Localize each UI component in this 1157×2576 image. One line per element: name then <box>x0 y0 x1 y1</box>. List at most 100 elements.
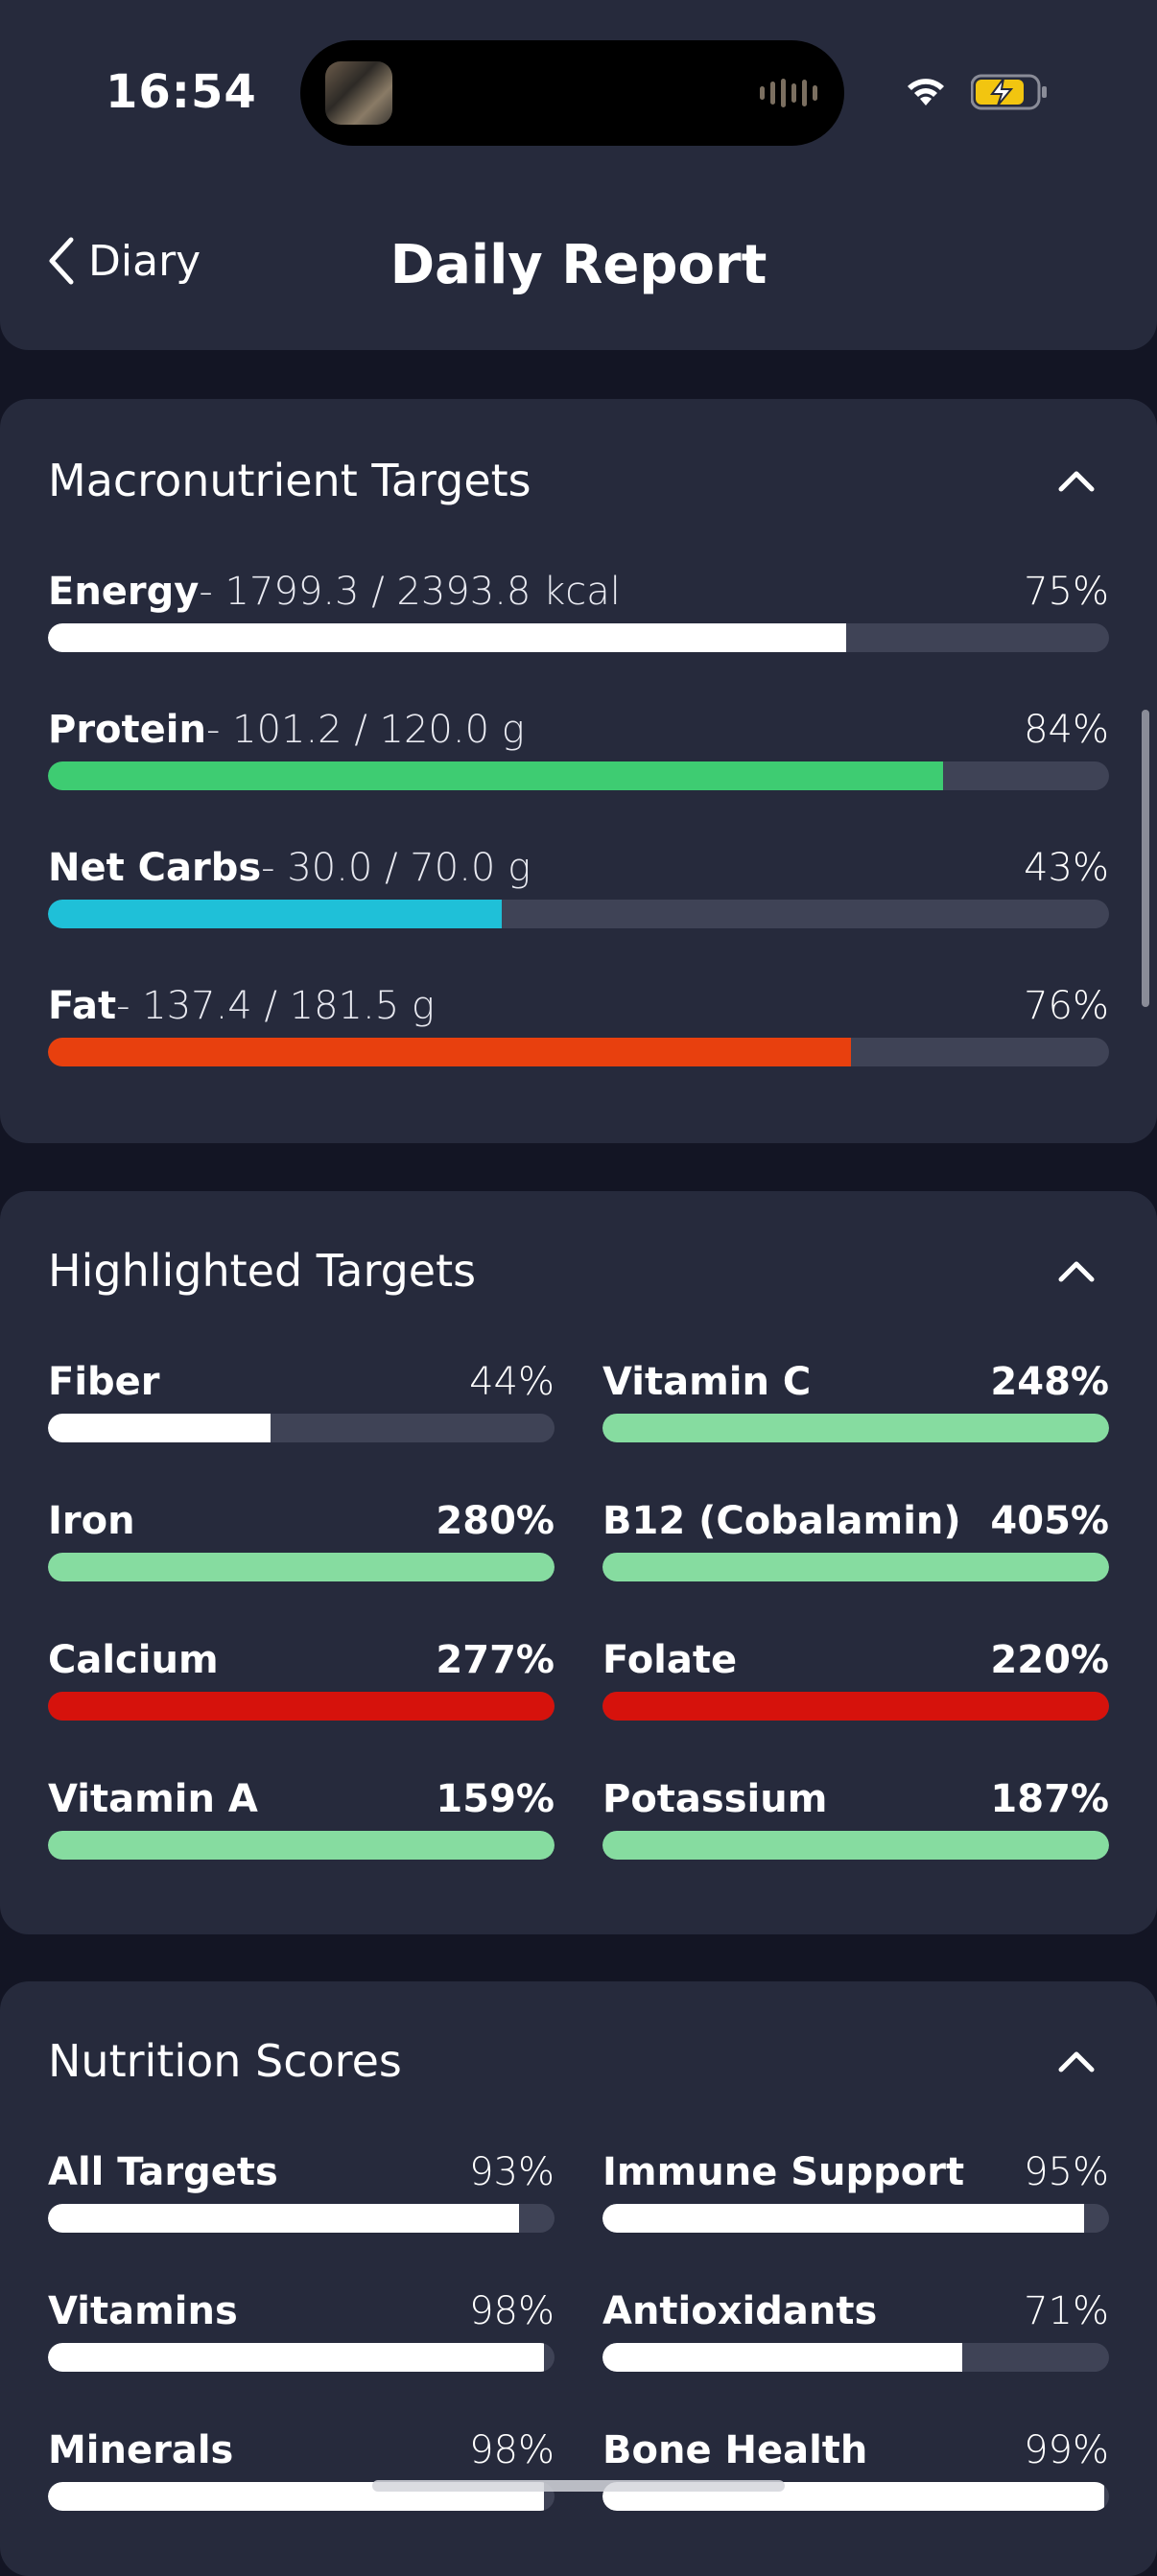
macro-row[interactable]: Net Carbs- 30.0 / 70.0 g 43% <box>48 846 1109 932</box>
highlighted-progress-fill <box>602 1553 1109 1581</box>
scores-percent: 98% <box>469 2289 555 2333</box>
highlighted-item[interactable]: Folate 220% <box>602 1638 1109 1724</box>
back-button[interactable]: Diary <box>46 236 201 286</box>
media-thumbnail <box>325 61 392 125</box>
highlighted-name: Vitamin C <box>602 1360 812 1404</box>
battery-charging-icon <box>971 74 1047 110</box>
scores-name: All Targets <box>48 2150 278 2194</box>
scores-item[interactable]: Immune Support 95% <box>602 2150 1109 2236</box>
highlighted-progress-fill <box>48 1553 555 1581</box>
macro-name: Protein <box>48 708 206 752</box>
highlighted-progress-fill <box>48 1414 272 1442</box>
macro-progress-fill <box>48 623 846 652</box>
chevron-up-icon[interactable] <box>1055 2047 1098 2075</box>
highlighted-name: Calcium <box>48 1638 219 1682</box>
macro-percent: 84% <box>1024 708 1109 752</box>
macro-amount: - 1799.3 / 2393.8 kcal <box>199 570 621 614</box>
scores-name: Bone Health <box>602 2428 868 2472</box>
scores-item[interactable]: Minerals 98% <box>48 2428 555 2515</box>
scores-progress-bar <box>602 2343 1109 2372</box>
highlighted-progress-fill <box>48 1692 555 1721</box>
highlighted-progress-bar <box>602 1553 1109 1581</box>
macro-percent: 43% <box>1024 846 1109 890</box>
highlighted-percent: 277% <box>436 1638 555 1682</box>
macro-percent: 76% <box>1024 984 1109 1028</box>
home-indicator[interactable] <box>372 2480 785 2492</box>
highlighted-percent: 405% <box>990 1499 1109 1543</box>
scores-title: Nutrition Scores <box>48 2035 402 2087</box>
scores-percent: 71% <box>1024 2289 1109 2333</box>
macro-label: Protein- 101.2 / 120.0 g <box>48 708 525 752</box>
macro-amount: - 30.0 / 70.0 g <box>261 846 531 890</box>
highlighted-item[interactable]: B12 (Cobalamin) 405% <box>602 1499 1109 1585</box>
macro-progress-fill <box>48 900 503 928</box>
macro-label: Net Carbs- 30.0 / 70.0 g <box>48 846 531 890</box>
audio-waveform-icon <box>760 79 817 107</box>
scores-item[interactable]: Bone Health 99% <box>602 2428 1109 2515</box>
highlighted-item[interactable]: Fiber 44% <box>48 1360 555 1446</box>
highlighted-progress-bar <box>602 1692 1109 1721</box>
highlighted-progress-bar <box>48 1414 555 1442</box>
macro-amount: - 101.2 / 120.0 g <box>205 708 525 752</box>
scores-percent: 98% <box>469 2428 555 2472</box>
highlighted-item[interactable]: Potassium 187% <box>602 1777 1109 1863</box>
macro-row[interactable]: Energy- 1799.3 / 2393.8 kcal 75% <box>48 570 1109 656</box>
highlighted-progress-fill <box>48 1831 555 1860</box>
highlighted-name: B12 (Cobalamin) <box>602 1499 961 1543</box>
highlighted-item[interactable]: Vitamin A 159% <box>48 1777 555 1863</box>
macro-percent: 75% <box>1024 570 1109 614</box>
scores-item[interactable]: Vitamins 98% <box>48 2289 555 2376</box>
macro-amount: - 137.4 / 181.5 g <box>116 984 435 1028</box>
header-panel: 16:54 Diary Daily Report <box>0 0 1157 350</box>
back-label: Diary <box>88 236 201 286</box>
highlighted-name: Fiber <box>48 1360 160 1404</box>
highlighted-progress-fill <box>602 1831 1109 1860</box>
scores-item[interactable]: All Targets 93% <box>48 2150 555 2236</box>
dynamic-island[interactable] <box>300 40 844 146</box>
scores-percent: 95% <box>1024 2150 1109 2194</box>
highlighted-item[interactable]: Iron 280% <box>48 1499 555 1585</box>
highlighted-item[interactable]: Calcium 277% <box>48 1638 555 1724</box>
macro-progress-bar <box>48 1038 1109 1066</box>
macro-label: Fat- 137.4 / 181.5 g <box>48 984 435 1028</box>
highlighted-progress-bar <box>48 1831 555 1860</box>
scores-item[interactable]: Antioxidants 71% <box>602 2289 1109 2376</box>
macro-row[interactable]: Fat- 137.4 / 181.5 g 76% <box>48 984 1109 1070</box>
scores-progress-bar <box>602 2204 1109 2233</box>
highlighted-name: Folate <box>602 1638 738 1682</box>
macro-row[interactable]: Protein- 101.2 / 120.0 g 84% <box>48 708 1109 794</box>
macro-progress-fill <box>48 1038 852 1066</box>
wifi-icon <box>908 79 944 105</box>
macronutrient-title: Macronutrient Targets <box>48 455 531 506</box>
macro-progress-fill <box>48 761 944 790</box>
scores-card: Nutrition Scores All Targets 93% Immune Su… <box>0 1981 1157 2576</box>
macro-label: Energy- 1799.3 / 2393.8 kcal <box>48 570 621 614</box>
highlighted-item[interactable]: Vitamin C 248% <box>602 1360 1109 1446</box>
highlighted-percent: 159% <box>436 1777 555 1821</box>
highlighted-percent: 248% <box>990 1360 1109 1404</box>
highlighted-name: Potassium <box>602 1777 828 1821</box>
highlighted-card: Highlighted Targets Fiber 44% Vitamin C 248… <box>0 1191 1157 1934</box>
macronutrient-card: Macronutrient Targets Energy- 1799.3 / 2… <box>0 399 1157 1143</box>
highlighted-progress-bar <box>48 1692 555 1721</box>
macro-name: Fat <box>48 984 117 1028</box>
chevron-up-icon[interactable] <box>1055 1256 1098 1285</box>
highlighted-progress-bar <box>48 1553 555 1581</box>
scores-progress-fill <box>602 2343 962 2372</box>
highlighted-percent: 187% <box>990 1777 1109 1821</box>
highlighted-name: Iron <box>48 1499 135 1543</box>
scores-progress-bar <box>48 2343 555 2372</box>
highlighted-progress-fill <box>602 1414 1109 1442</box>
scores-percent: 99% <box>1024 2428 1109 2472</box>
highlighted-progress-bar <box>602 1414 1109 1442</box>
highlighted-name: Vitamin A <box>48 1777 258 1821</box>
chevron-up-icon[interactable] <box>1055 466 1098 495</box>
scrollbar[interactable] <box>1142 710 1149 1007</box>
highlighted-progress-bar <box>602 1831 1109 1860</box>
scores-progress-fill <box>48 2343 545 2372</box>
scores-progress-bar <box>48 2204 555 2233</box>
macro-name: Net Carbs <box>48 846 262 890</box>
scores-name: Vitamins <box>48 2289 238 2333</box>
highlighted-title: Highlighted Targets <box>48 1245 477 1297</box>
highlighted-percent: 220% <box>990 1638 1109 1682</box>
